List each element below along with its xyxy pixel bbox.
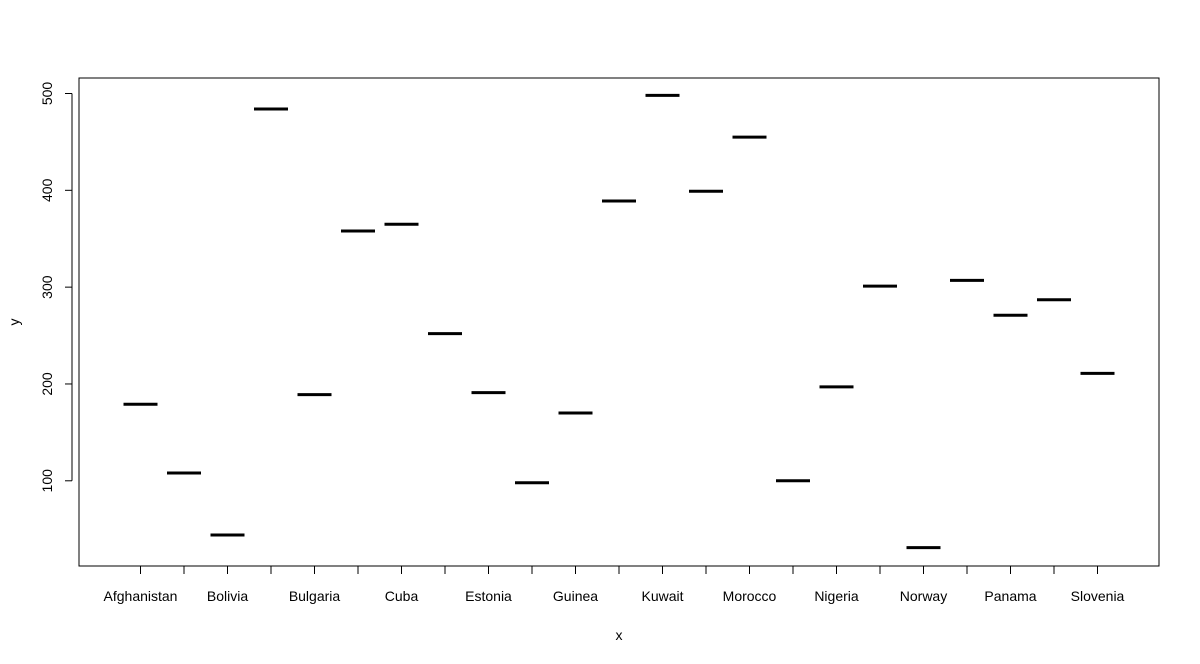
- x-tick-label: Slovenia: [1071, 588, 1125, 604]
- x-tick-label: Estonia: [465, 588, 512, 604]
- x-tick-label: Afghanistan: [104, 588, 178, 604]
- plot-frame: [78, 77, 1160, 567]
- x-tick-label: Bulgaria: [289, 588, 341, 604]
- x-tick-label: Bolivia: [207, 588, 248, 604]
- x-tick-label: Nigeria: [814, 588, 859, 604]
- x-tick-label: Norway: [900, 588, 947, 604]
- y-axis-title: y: [6, 319, 22, 326]
- y-tick-label: 500: [39, 82, 55, 106]
- x-axis: Afghanistan Bolivia Bulgaria Cuba Estonia Gui…: [104, 565, 1125, 604]
- x-tick-label: Guinea: [553, 588, 598, 604]
- y-tick-label: 400: [39, 178, 55, 202]
- x-axis-title: x: [616, 627, 623, 643]
- x-tick-label: Cuba: [385, 588, 419, 604]
- chart-marks: [123, 93, 1115, 550]
- x-tick-label: Kuwait: [641, 588, 683, 604]
- y-tick-label: 200: [39, 372, 55, 396]
- x-tick-label: Morocco: [723, 588, 777, 604]
- y-axis: 100 200 300 400 500: [39, 82, 73, 493]
- y-tick-label: 300: [39, 275, 55, 299]
- y-tick-label: 100: [39, 469, 55, 493]
- x-tick-label: Panama: [984, 588, 1036, 604]
